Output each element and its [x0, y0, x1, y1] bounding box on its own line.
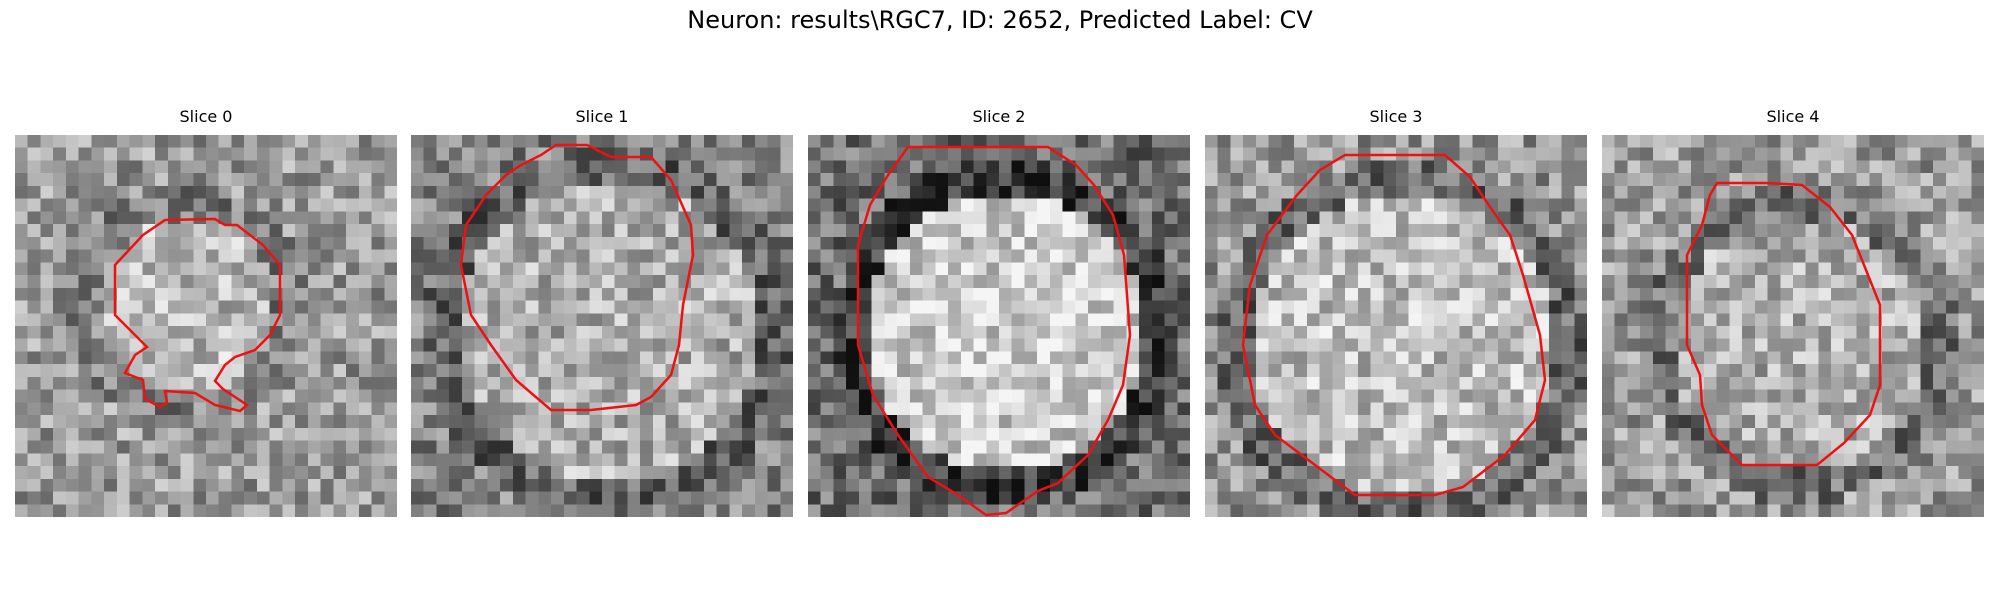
slice-title-1: Slice 1 — [575, 107, 629, 126]
slice-image-3 — [1205, 135, 1587, 517]
cell-contour-2 — [856, 145, 1132, 517]
cell-contour-0 — [113, 217, 282, 413]
figure-title: Neuron: results\RGC7, ID: 2652, Predicte… — [687, 6, 1313, 34]
slice-title-3: Slice 3 — [1369, 107, 1423, 126]
cell-contour-3 — [1241, 153, 1547, 497]
slice-title-0: Slice 0 — [179, 107, 233, 126]
slice-panel-1: Slice 1 — [411, 106, 793, 517]
slice-panel-0: Slice 0 — [15, 106, 397, 517]
slice-panel-2: Slice 2 — [808, 106, 1190, 517]
slice-image-0 — [15, 135, 397, 517]
slice-panel-3: Slice 3 — [1205, 106, 1587, 517]
cell-contour-4 — [1685, 181, 1882, 467]
slice-image-4 — [1602, 135, 1984, 517]
slice-title-4: Slice 4 — [1766, 107, 1820, 126]
slice-panel-4: Slice 4 — [1602, 106, 1984, 517]
slice-title-2: Slice 2 — [972, 107, 1026, 126]
slice-image-2 — [808, 135, 1190, 517]
slice-image-1 — [411, 135, 793, 517]
cell-contour-1 — [459, 143, 695, 412]
